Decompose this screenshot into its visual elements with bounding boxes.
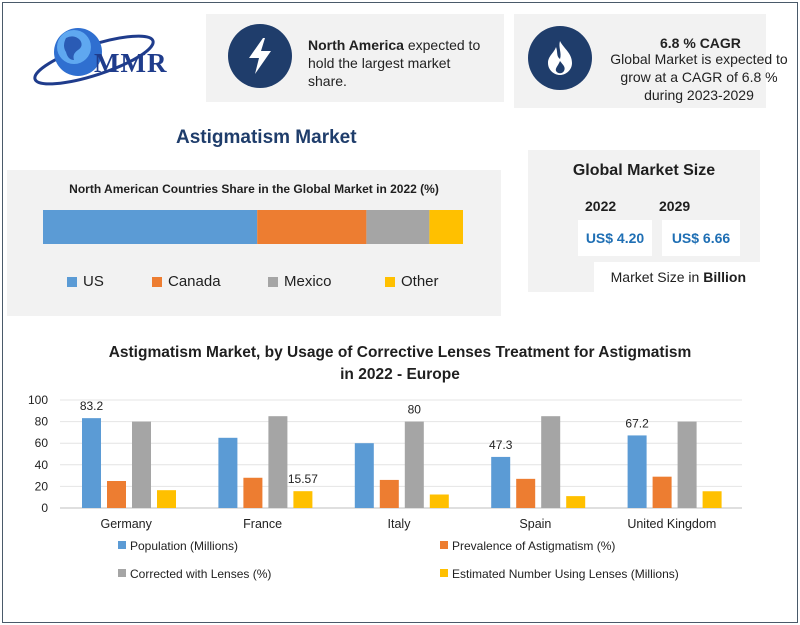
region-info-text: North America expected to hold the large… (308, 36, 488, 90)
flame-icon (528, 26, 592, 90)
europe-chart-title-line2: in 2022 - Europe (340, 366, 460, 383)
bar-spain-s1 (516, 478, 536, 508)
legend-swatch-other (385, 276, 395, 287)
value-2022: US$ 4.20 (578, 220, 652, 256)
bar-spain-s0 (491, 456, 511, 508)
bar-germany-s3 (157, 490, 176, 508)
bar-france-s0 (218, 437, 238, 508)
europe-chart-title-line1: Astigmatism Market, by Usage of Correcti… (108, 344, 692, 361)
legend-swatch-us (67, 276, 77, 287)
share-segment-mexico (366, 210, 430, 244)
legend-item-canada: Canada (152, 273, 221, 290)
legend-item-other: Other (385, 273, 439, 290)
y-tick-label: 80 (35, 415, 49, 429)
legend-swatch-canada (152, 276, 162, 287)
y-tick-label: 100 (28, 393, 48, 407)
share-segment-us (43, 210, 258, 244)
year-2029: 2029 (659, 198, 691, 214)
europe-bar-chart: 0 20 40 60 80 100 Germany France Italy Spain Unite… (28, 393, 742, 581)
value-2029: US$ 6.66 (662, 220, 740, 256)
global-market-panel: Global Market Size 2022 2029 US$ 4.20 US… (528, 150, 760, 292)
lightning-icon (228, 24, 292, 88)
page-title: Astigmatism Market (176, 127, 357, 148)
bar-italy-s2 (404, 421, 424, 508)
bar-france-s3 (293, 491, 313, 508)
x-tick-label: Italy (388, 517, 412, 531)
unit-bold: Billion (703, 269, 746, 285)
data-label: 15.57 (288, 472, 318, 486)
bar-germany-s0 (82, 418, 101, 508)
logo-text: MMR (94, 48, 168, 78)
legend-label-canada: Canada (168, 273, 221, 290)
legend-swatch-mexico (268, 276, 278, 287)
y-tick-label: 40 (35, 458, 49, 472)
cagr-title: 6.8 % CAGR (660, 35, 741, 51)
globe-icon (33, 28, 155, 86)
bar-italy-s0 (354, 443, 374, 508)
bar-spain-s3 (566, 496, 586, 508)
data-label: 80 (408, 403, 422, 417)
bar-france-s2 (268, 416, 288, 508)
legend-label: Population (Millions) (130, 539, 238, 553)
legend-swatch (440, 541, 448, 549)
market-size-unit: Market Size in Billion (594, 262, 760, 292)
year-2022: 2022 (585, 198, 617, 214)
legend-swatch (118, 541, 126, 549)
share-segment-canada (257, 210, 367, 244)
bar-united-kingdom-s0 (627, 435, 647, 508)
share-stacked-bar (43, 210, 463, 244)
bar-united-kingdom-s1 (652, 476, 672, 508)
data-label: 67.2 (625, 416, 649, 430)
europe-chart-title: Astigmatism Market, by Usage of Correcti… (60, 342, 740, 386)
region-statement: expected to hold the largest market shar… (308, 37, 481, 89)
legend-label: Estimated Number Using Lenses (Millions) (452, 567, 679, 581)
legend-label: Prevalence of Astigmatism (%) (452, 539, 615, 553)
cagr-text: Global Market is expected to grow at a C… (610, 51, 788, 103)
bar-italy-s3 (429, 494, 449, 508)
legend-label: Corrected with Lenses (%) (130, 567, 271, 581)
x-tick-label: France (243, 517, 282, 531)
legend-label-mexico: Mexico (284, 273, 332, 290)
bar-spain-s2 (541, 416, 561, 508)
share-chart-title: North American Countries Share in the Gl… (69, 182, 439, 196)
legend-label-us: US (83, 273, 104, 290)
legend-label-other: Other (401, 273, 439, 290)
x-tick-label: United Kingdom (627, 517, 716, 531)
mmr-logo (28, 20, 178, 90)
data-label: 47.3 (489, 438, 513, 452)
unit-prefix: Market Size in (610, 269, 700, 285)
y-tick-label: 60 (35, 436, 49, 450)
data-label: 83.2 (80, 399, 104, 413)
legend-swatch (118, 569, 126, 577)
bar-italy-s1 (379, 479, 399, 508)
legend-item-us: US (67, 273, 104, 290)
legend-swatch (440, 569, 448, 577)
global-market-title: Global Market Size (572, 162, 716, 179)
bar-france-s1 (243, 477, 263, 508)
bar-united-kingdom-s3 (702, 491, 722, 508)
bar-united-kingdom-s2 (677, 421, 697, 508)
legend-item-mexico: Mexico (268, 273, 332, 290)
share-chart-panel: North American Countries Share in the Gl… (7, 170, 501, 316)
x-tick-label: Germany (100, 517, 152, 531)
x-tick-label: Spain (519, 517, 551, 531)
region-name: North America (308, 37, 404, 53)
bar-germany-s1 (107, 481, 126, 508)
y-tick-label: 20 (35, 479, 49, 493)
bar-germany-s2 (132, 421, 151, 508)
y-tick-label: 0 (41, 501, 48, 515)
share-segment-other (429, 210, 463, 244)
